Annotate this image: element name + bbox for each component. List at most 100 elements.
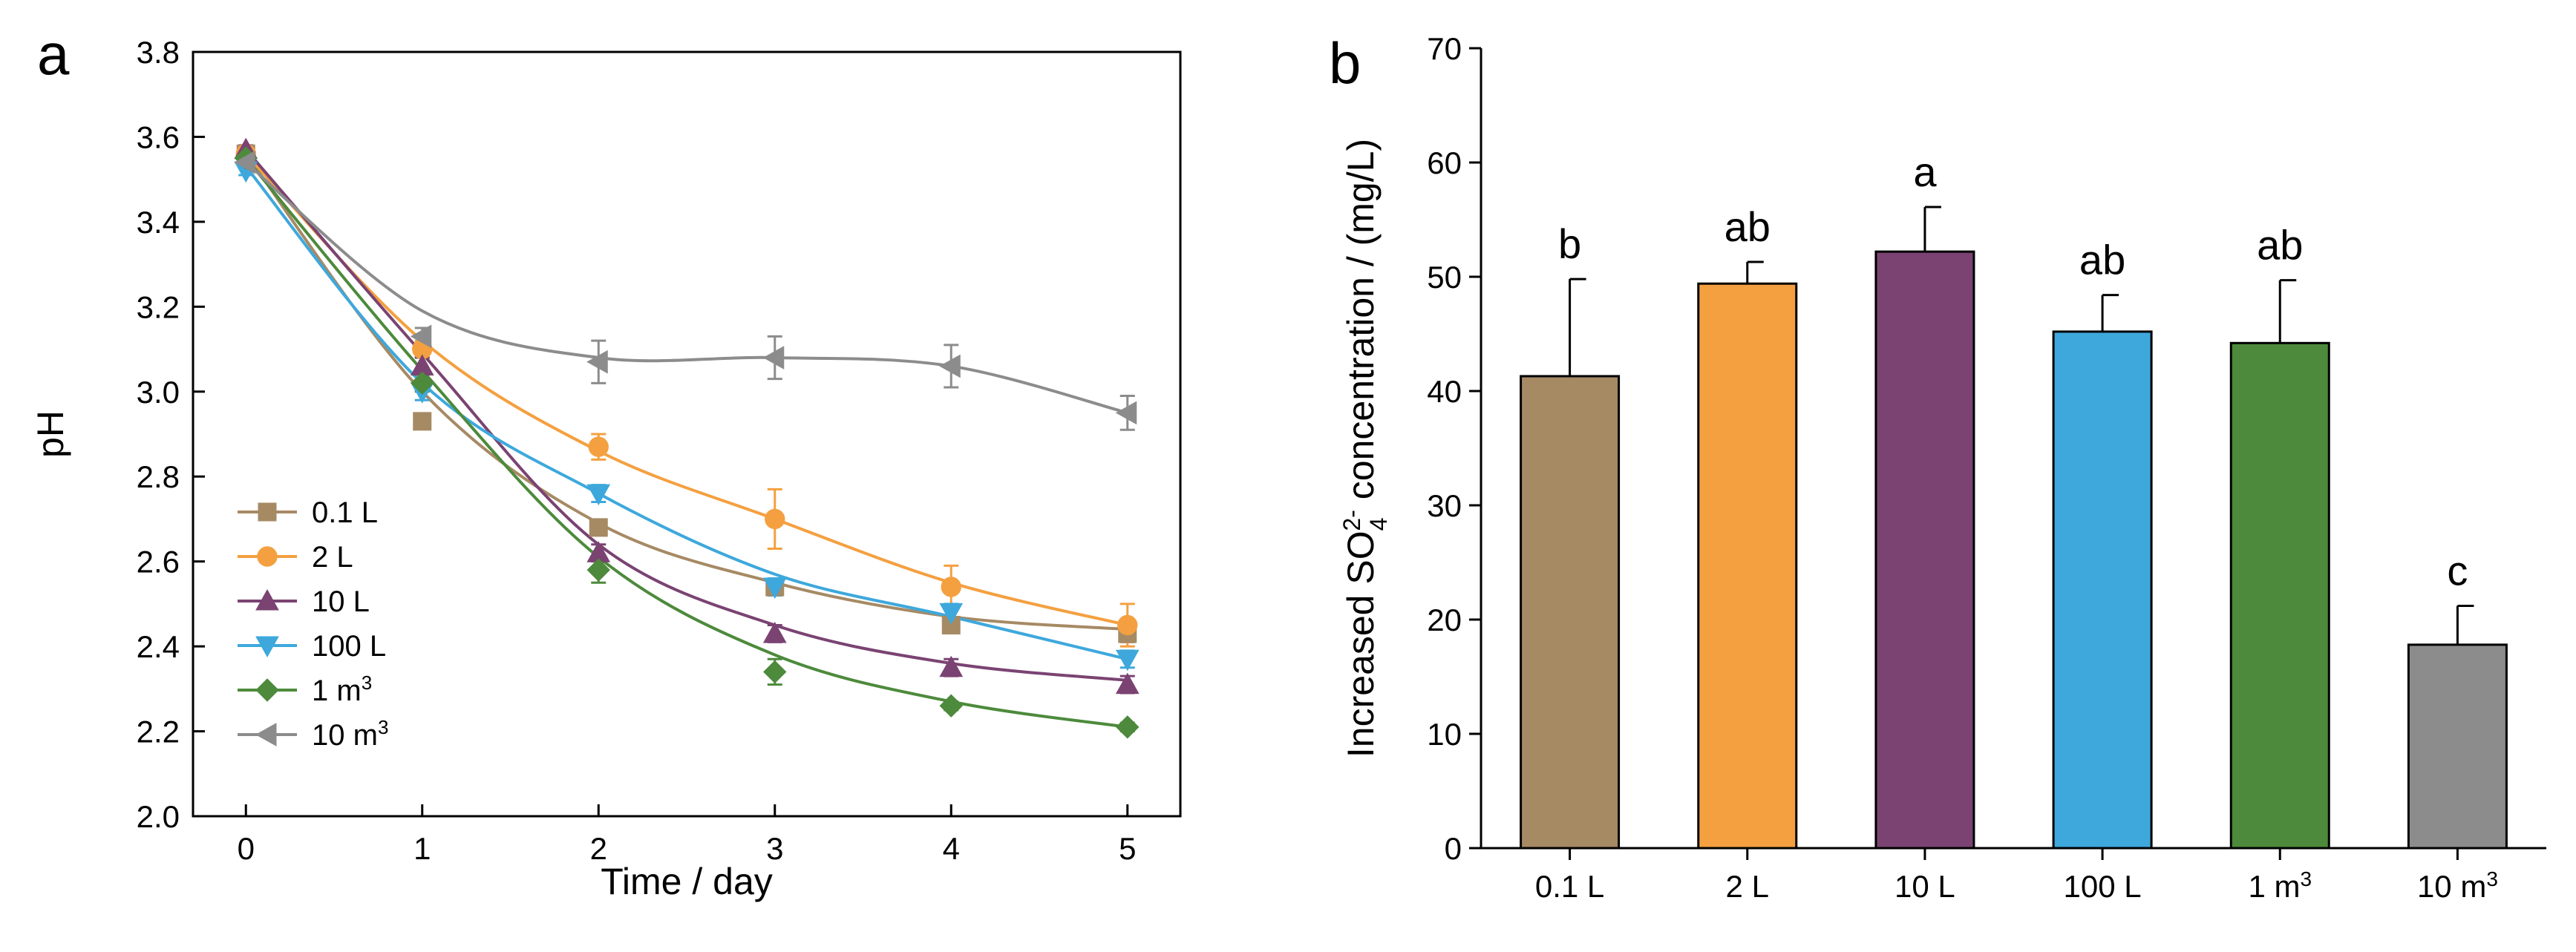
data-point-10-m3	[234, 150, 255, 174]
panel-b-y-tick-label: 10	[1427, 717, 1462, 752]
panel-b-significance-letters: b ab a ab ab c	[1558, 148, 2468, 594]
legend-entry-10-l: 10 L	[238, 585, 370, 618]
bar-1-m3	[2229, 341, 2330, 850]
fit-curve-10-m3	[244, 161, 1128, 415]
data-point-10-m3	[939, 354, 961, 378]
panel-b-y-tick-label: 50	[1427, 260, 1462, 295]
panel-a-y-tick-label: 2.2	[137, 715, 180, 749]
legend-entry-1-m3: 1 m3	[238, 672, 372, 707]
panel-b-y-tick-label: 0	[1445, 831, 1462, 866]
data-point-0.1-l	[589, 518, 608, 537]
legend-label: 1 m3	[312, 672, 372, 707]
panel-b-letter: b	[1329, 30, 1361, 96]
bar-0.1-l	[1520, 375, 1621, 850]
bar-100-l	[2052, 330, 2153, 850]
panel-a-legend: 0.1 L 2 L 10 L 100 L 1 m3	[238, 496, 388, 752]
panel-a-y-tick-label: 3.0	[137, 375, 180, 410]
panel-a-y-tick-label: 3.8	[137, 35, 180, 70]
panel-b-x-tick-label: 2 L	[1726, 869, 1769, 904]
data-point-2-l	[765, 508, 785, 530]
panel-b-y-tick-label: 20	[1427, 603, 1462, 637]
legend-marker	[255, 636, 279, 658]
data-point-2-l	[588, 436, 609, 457]
data-point-100-l	[939, 603, 964, 625]
data-point-0.1-l	[413, 412, 432, 431]
legend-label: 100 L	[312, 630, 386, 663]
legend-marker-shape	[257, 546, 278, 567]
bar-2-l	[1697, 282, 1798, 850]
fit-curve-0.1-l	[244, 153, 1128, 631]
fit-curve-10-l	[244, 148, 1128, 682]
data-point-2-l	[1117, 614, 1138, 636]
data-point-1-m3	[1116, 715, 1140, 739]
panel-a-x-tick-label: 5	[1119, 831, 1136, 866]
data-point-1-m3	[411, 371, 434, 395]
panel-a-x-tick-label: 3	[766, 831, 783, 866]
legend-entry-0.1-l: 0.1 L	[238, 496, 378, 529]
significance-letter: b	[1558, 220, 1581, 267]
panel-a-letter: a	[37, 22, 70, 87]
panel-a-x-tick-label: 2	[590, 831, 607, 866]
data-point-1-m3	[939, 694, 963, 718]
panel-a-y-tick-label: 3.2	[137, 289, 180, 324]
legend-marker-shape	[255, 723, 277, 746]
legend-label: 10 L	[312, 585, 370, 618]
legend-marker-shape	[255, 588, 279, 611]
panel-a-x-tick-label: 4	[943, 831, 960, 866]
panel-a-y-ticks: 2.0 2.2 2.4 2.6 2.8 3.0 3.2 3.4 3.6 3.8	[137, 35, 180, 834]
panel-a-x-axis-title: Time / day	[601, 861, 773, 902]
significance-letter: ab	[2079, 237, 2125, 283]
panel-b-x-tick-label: 10 L	[1895, 869, 1955, 904]
data-point-10-m3	[762, 346, 785, 370]
legend-label: 2 L	[312, 541, 353, 574]
legend-marker-shape	[255, 636, 279, 658]
data-point-1-m3	[763, 660, 787, 684]
significance-letter: a	[1913, 148, 1937, 195]
legend-marker	[255, 678, 279, 702]
panel-a-y-tick-label: 3.6	[137, 119, 180, 154]
panel-b-y-tick-label: 40	[1427, 374, 1462, 409]
legend-entry-10-m3: 10 m3	[238, 716, 388, 752]
panel-b-x-tick-label: 10 m3	[2417, 867, 2498, 905]
panel-b-x-ticks: 0.1 L 2 L 10 L 100 L 1 m3 10 m3	[1535, 867, 2498, 905]
panel-a: a 2.0 2.2 2.4 2.6 2.8 3.0 3.2 3.4 3.6 3.…	[30, 22, 1182, 902]
data-point-100-l	[586, 484, 611, 506]
panel-a-y-tick-label: 3.4	[137, 205, 180, 240]
panel-b-y-tick-label: 70	[1427, 31, 1462, 66]
bar-10-l	[1874, 250, 1975, 850]
panel-b-x-tick-label: 0.1 L	[1535, 869, 1604, 904]
data-point-2-l	[941, 577, 961, 597]
panel-a-y-tick-label: 2.4	[137, 629, 180, 664]
legend-marker	[255, 588, 279, 611]
panel-b-y-ticks: 0 10 20 30 40 50 60 70	[1427, 31, 1462, 866]
panel-b-x-tick-label: 1 m3	[2248, 867, 2312, 905]
panel-b-y-tick-label: 60	[1427, 145, 1462, 180]
panel-b-bars	[1520, 250, 2508, 850]
panel-a-y-tick-label: 2.8	[137, 459, 180, 494]
significance-letter: ab	[1725, 203, 1771, 250]
panel-a-x-tick-label: 1	[413, 831, 431, 866]
legend-label: 0.1 L	[312, 496, 378, 529]
data-point-100-l	[1115, 649, 1140, 672]
panel-b-y-axis-title: Increased SO42- concentration / (mg/L)	[1338, 139, 1392, 758]
legend-entry-100-l: 100 L	[238, 630, 386, 663]
data-point-10-m3	[410, 324, 432, 349]
panel-b: b 0 10 20 30 40 50 60 70 0.1 L 2 L 10 L …	[1329, 30, 2546, 904]
panel-b-y-tick-label: 30	[1427, 488, 1462, 523]
legend-marker	[257, 546, 278, 567]
legend-marker-shape	[255, 678, 279, 702]
panel-b-error-bars	[1569, 206, 2474, 645]
data-point-10-l	[1115, 672, 1140, 695]
data-point-100-l	[762, 577, 787, 600]
panel-a-markers	[234, 137, 1140, 739]
legend-marker	[255, 723, 277, 746]
data-point-10-l	[762, 621, 787, 643]
significance-letter: ab	[2257, 222, 2303, 269]
fit-curve-2-l	[244, 152, 1128, 627]
data-point-1-m3	[586, 558, 610, 582]
panel-a-y-tick-label: 2.0	[137, 799, 180, 834]
data-point-10-m3	[586, 349, 608, 374]
panel-a-x-tick-label: 0	[238, 831, 255, 866]
data-point-10-m3	[1115, 401, 1137, 425]
